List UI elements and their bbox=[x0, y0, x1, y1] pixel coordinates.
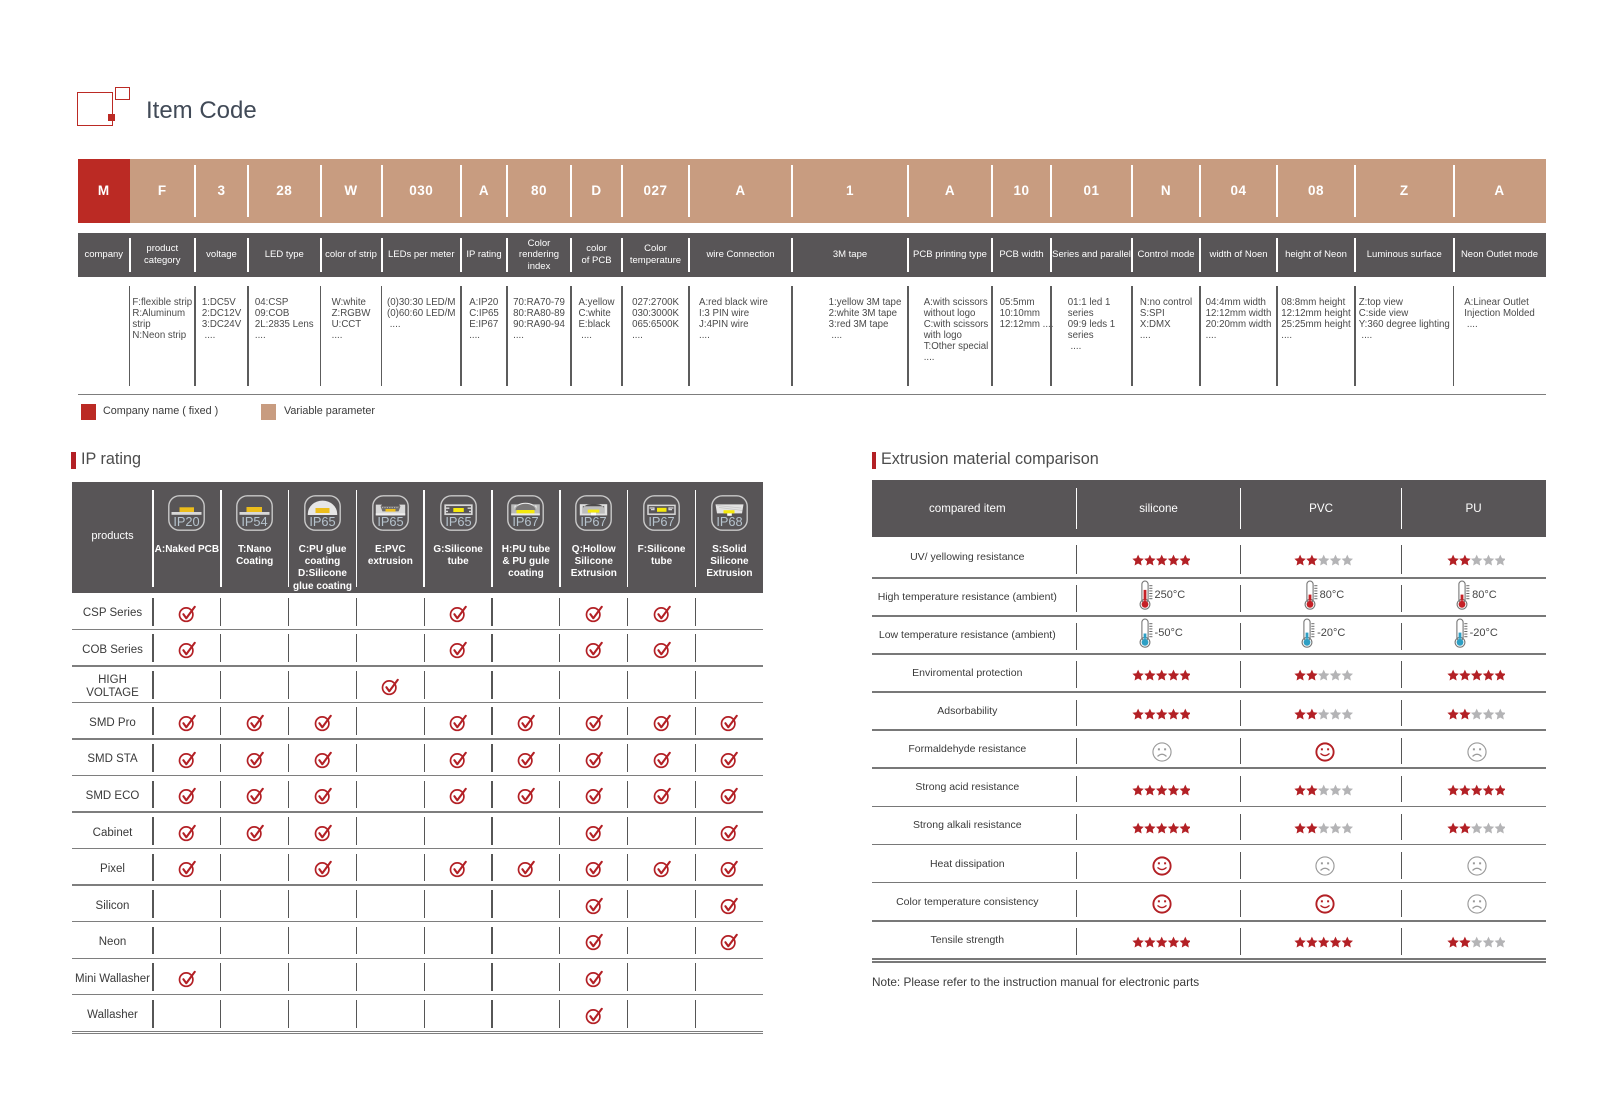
svg-text:IP67: IP67 bbox=[648, 514, 674, 529]
svg-text:IP65: IP65 bbox=[377, 514, 403, 529]
svg-text:IP68: IP68 bbox=[716, 514, 742, 529]
svg-text:IP54: IP54 bbox=[242, 514, 268, 529]
svg-text:IP65: IP65 bbox=[445, 514, 471, 529]
svg-text:IP20: IP20 bbox=[174, 514, 200, 529]
svg-text:IP67: IP67 bbox=[513, 514, 539, 529]
svg-text:IP67: IP67 bbox=[581, 514, 607, 529]
svg-text:IP65: IP65 bbox=[309, 514, 335, 529]
